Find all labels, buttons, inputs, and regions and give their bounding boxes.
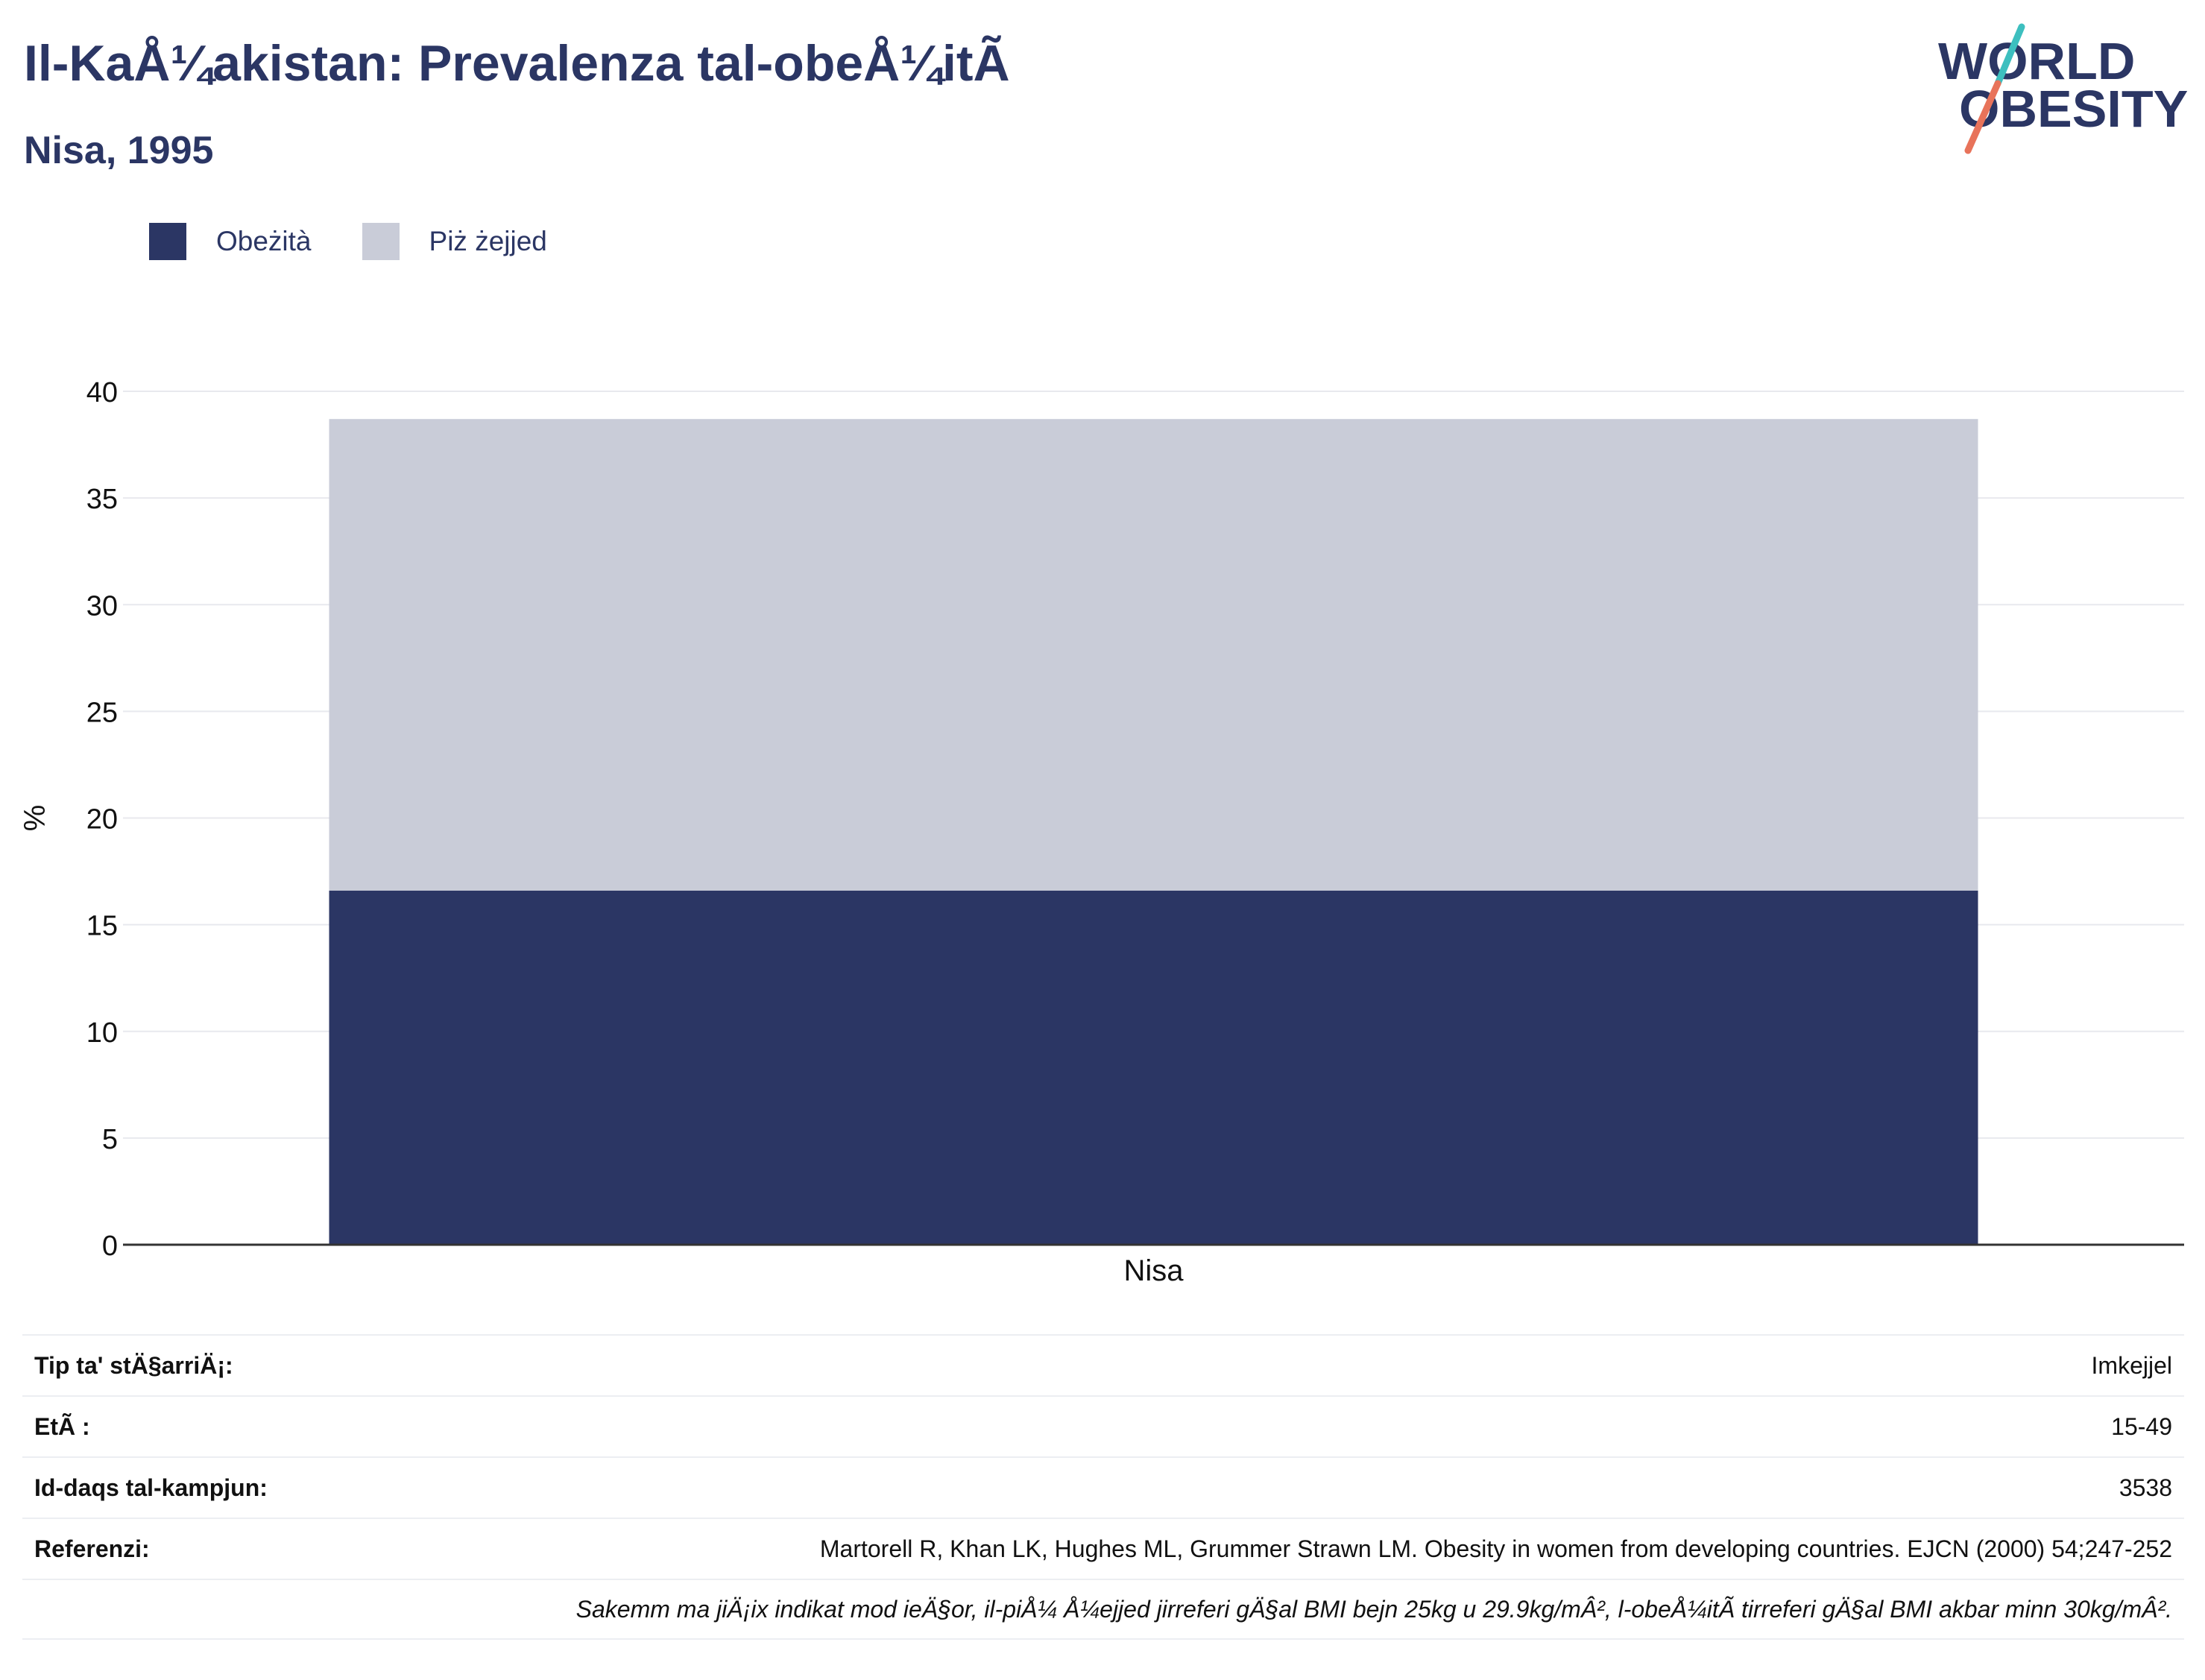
logo-text-world: WORLD <box>1938 32 2135 90</box>
bar-nisa-series-0[interactable] <box>329 890 1978 1245</box>
info-row-note: Sakemm ma jiÄ¡ix indikat mod ieÄ§or, il-… <box>22 1579 2184 1640</box>
x-tick-label-0: Nisa <box>1123 1254 1184 1287</box>
info-row-age: EtÃ : 15-49 <box>22 1395 2184 1456</box>
info-note: Sakemm ma jiÄ¡ix indikat mod ieÄ§or, il-… <box>575 1595 2172 1623</box>
legend-label-overweight: Piż żejjed <box>429 226 547 256</box>
y-tick-label-25: 25 <box>86 697 118 728</box>
info-label-sample-size: Id-daqs tal-kampjun: <box>34 1474 268 1501</box>
info-row-survey-type: Tip ta' stÄ§arriÄ¡: Imkejjel <box>22 1334 2184 1395</box>
y-tick-label-30: 30 <box>86 590 118 622</box>
y-tick-label-20: 20 <box>86 804 118 836</box>
logo-slash-coral <box>1964 80 2001 154</box>
chart-title: Il-KaÅ¼akistan: Prevalenza tal-obeÅ¼itÃ <box>24 35 1010 92</box>
info-value-survey-type: Imkejjel <box>2091 1351 2172 1379</box>
info-row-references: Referenzi: Martorell R, Khan LK, Hughes … <box>22 1518 2184 1579</box>
y-tick-label-5: 5 <box>102 1124 118 1155</box>
y-tick-label-15: 15 <box>86 911 118 942</box>
y-tick-label-10: 10 <box>86 1017 118 1049</box>
x-axis-ticks: Nisa <box>1123 1254 1184 1287</box>
info-value-references: Martorell R, Khan LK, Hughes ML, Grummer… <box>819 1535 2172 1562</box>
y-tick-label-40: 40 <box>86 377 118 408</box>
bar-chart: 0 5 10 15 20 25 30 35 40 Nisa % <box>19 377 2184 1287</box>
y-tick-label-0: 0 <box>102 1231 118 1262</box>
legend-swatch-obesity <box>149 223 186 260</box>
legend-item-overweight[interactable]: Piż żejjed <box>362 223 547 260</box>
chart-bars <box>329 419 1978 1245</box>
info-label-age: EtÃ : <box>34 1412 90 1440</box>
chart-subtitle: Nisa, 1995 <box>24 129 214 172</box>
info-value-age: 15-49 <box>2111 1412 2172 1440</box>
legend-label-obesity: Obeżità <box>216 226 312 256</box>
bar-nisa-series-1[interactable] <box>329 419 1978 891</box>
y-axis-ticks: 0 5 10 15 20 25 30 35 40 <box>86 377 118 1262</box>
y-axis-label: % <box>19 805 51 832</box>
legend-item-obesity[interactable]: Obeżità <box>149 223 312 260</box>
logo-slash-teal <box>1994 23 2025 87</box>
info-row-sample-size: Id-daqs tal-kampjun: 3538 <box>22 1456 2184 1518</box>
y-tick-label-35: 35 <box>86 484 118 515</box>
info-label-survey-type: Tip ta' stÄ§arriÄ¡: <box>34 1351 233 1379</box>
world-obesity-logo: WORLD OBESITY <box>1938 23 2188 154</box>
chart-legend: Obeżità Piż żejjed <box>149 222 598 261</box>
info-label-references: Referenzi: <box>34 1535 150 1562</box>
info-table: Tip ta' stÄ§arriÄ¡: Imkejjel EtÃ : 15-49… <box>22 1334 2184 1640</box>
info-value-sample-size: 3538 <box>2119 1474 2172 1501</box>
legend-swatch-overweight <box>362 223 400 260</box>
